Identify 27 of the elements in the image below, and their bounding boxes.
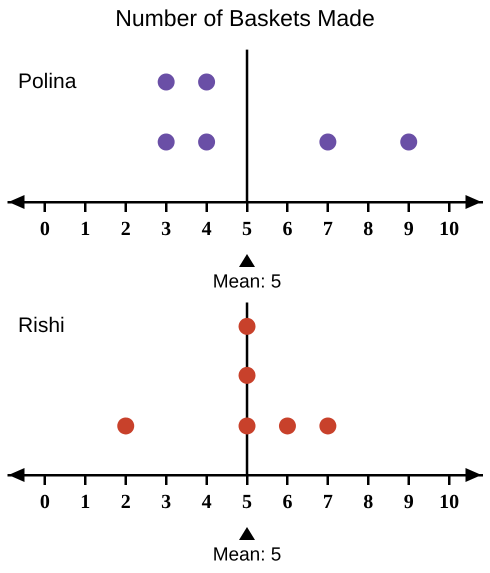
ref-line-label: Mean: 5 [212,272,282,293]
chart-title: Number of Baskets Made [115,5,375,32]
x-tick-label: 3 [161,218,172,240]
x-tick-label: 6 [282,218,292,240]
x-tick-label: 3 [161,491,172,514]
x-tick-label: 9 [404,218,414,240]
ref-line-label: Mean: 5 [212,544,282,566]
y-axis-title: Rishi [18,314,65,338]
x-tick-label: 5 [242,218,252,240]
x-tick-label: 1 [80,218,90,240]
x-tick-label: 7 [322,218,333,240]
x-tick-label: 8 [363,218,374,240]
x-tick-label: 5 [242,491,252,514]
x-tick-label: 10 [439,491,460,514]
x-tick-label: 8 [363,491,374,514]
x-tick-label: 2 [120,491,131,514]
x-tick-label: 4 [202,218,212,240]
x-tick-label: 2 [120,218,131,240]
x-tick-label: 0 [40,491,50,514]
x-tick-label: 10 [439,218,460,240]
y-axis-title: Polina [18,70,77,93]
x-tick-label: 7 [322,491,333,514]
x-tick-label: 9 [404,491,414,514]
x-tick-label: 4 [202,491,212,514]
x-tick-label: 0 [40,218,50,240]
x-tick-label: 6 [282,491,292,514]
x-tick-label: 1 [80,491,90,514]
